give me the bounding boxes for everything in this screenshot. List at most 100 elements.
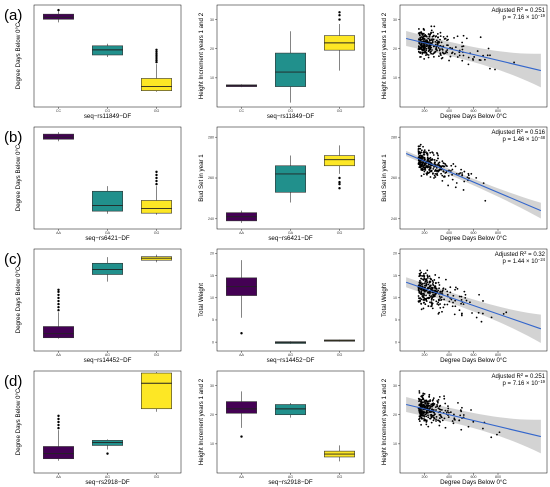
y-tick-label: 20: [393, 47, 397, 51]
data-point: [425, 421, 428, 423]
data-point: [421, 169, 424, 172]
data-point: [439, 48, 441, 50]
data-point: [424, 303, 427, 306]
data-point: [446, 290, 449, 293]
data-point: [425, 300, 428, 303]
data-point: [462, 54, 465, 57]
data-point: [420, 42, 423, 45]
data-point: [433, 279, 436, 281]
data-point: [482, 427, 484, 430]
data-point: [426, 297, 429, 299]
chart-c-scatter: 0 5 10 15 20 Total Weight Degree Days Below 0°…: [381, 248, 548, 364]
data-point: [440, 299, 442, 302]
x-tick-label: 200: [422, 109, 428, 113]
data-point: [462, 414, 465, 416]
data-point: [452, 301, 454, 304]
box-GG: [324, 445, 355, 462]
data-point: [432, 398, 435, 401]
y-tick-label: 10: [393, 296, 397, 300]
data-point: [424, 280, 427, 283]
y-tick-label: 30: [393, 18, 397, 22]
data-point: [438, 395, 441, 398]
outlier-point: [57, 426, 60, 430]
data-point: [447, 174, 450, 177]
data-point: [430, 46, 433, 49]
data-point: [435, 166, 438, 169]
data-point: [438, 55, 440, 58]
data-point: [433, 177, 435, 179]
data-point: [429, 400, 431, 403]
x-axis-title: seq−rs11849−DF: [267, 113, 315, 120]
data-point: [433, 51, 436, 54]
data-point: [431, 38, 434, 41]
data-point: [447, 407, 450, 410]
p-value-text: p = 1.44 × 10−24: [503, 257, 546, 265]
regression-line: [405, 403, 542, 438]
box-GG: [141, 48, 172, 92]
data-point: [417, 50, 420, 53]
data-point: [442, 36, 445, 38]
data-point: [421, 410, 424, 412]
data-point: [421, 394, 424, 397]
p-value-exponent: −19: [538, 379, 546, 384]
data-point: [434, 172, 437, 175]
data-point: [456, 56, 459, 58]
box-body: [43, 446, 74, 460]
data-point: [429, 176, 432, 178]
data-point: [465, 299, 468, 302]
data-point: [429, 414, 432, 416]
data-point: [429, 399, 432, 401]
data-point: [435, 170, 438, 173]
data-point: [448, 300, 451, 303]
x-tick-label: 800: [495, 475, 501, 479]
data-point: [489, 54, 491, 57]
data-point: [427, 164, 430, 166]
data-point: [437, 157, 439, 160]
data-point: [422, 37, 425, 40]
r-squared-value: = 0.516: [523, 130, 546, 136]
data-point: [423, 48, 426, 51]
data-point: [469, 301, 471, 304]
outlier-point: [155, 52, 158, 56]
data-point: [432, 284, 435, 287]
data-point: [428, 44, 431, 47]
data-point: [432, 404, 434, 406]
data-point: [423, 414, 426, 417]
box-body: [324, 155, 355, 167]
box-GG: [324, 145, 355, 190]
data-point: [452, 422, 455, 425]
x-tick-label: 600: [471, 109, 477, 113]
data-point: [461, 174, 464, 176]
y-axis-title: Degree Days Below 0°C: [15, 144, 22, 211]
x-axis-title: seq−rs6421−DF: [85, 235, 130, 242]
data-point: [490, 316, 493, 319]
data-point: [418, 46, 421, 49]
box-AA: [226, 391, 257, 438]
data-point: [427, 283, 430, 286]
data-point: [422, 417, 424, 420]
data-point: [442, 162, 445, 164]
data-point: [421, 52, 424, 55]
data-point: [458, 295, 461, 298]
y-tick-label: 10: [393, 76, 397, 80]
data-point: [422, 32, 425, 35]
data-point: [421, 155, 424, 158]
x-tick-label: GG: [154, 109, 160, 113]
data-point: [439, 303, 441, 305]
data-point: [429, 301, 431, 304]
data-point: [439, 38, 441, 41]
data-point: [443, 395, 445, 397]
data-point: [434, 274, 437, 276]
data-point: [422, 153, 425, 156]
data-point: [446, 44, 448, 47]
data-point: [459, 172, 462, 174]
data-point: [424, 50, 427, 53]
data-point: [436, 400, 439, 403]
y-tick-label: 10: [210, 296, 214, 300]
data-point: [432, 152, 434, 154]
data-point: [427, 404, 429, 406]
data-point: [478, 293, 480, 296]
data-point: [429, 42, 432, 44]
x-tick-label: 400: [446, 109, 452, 113]
